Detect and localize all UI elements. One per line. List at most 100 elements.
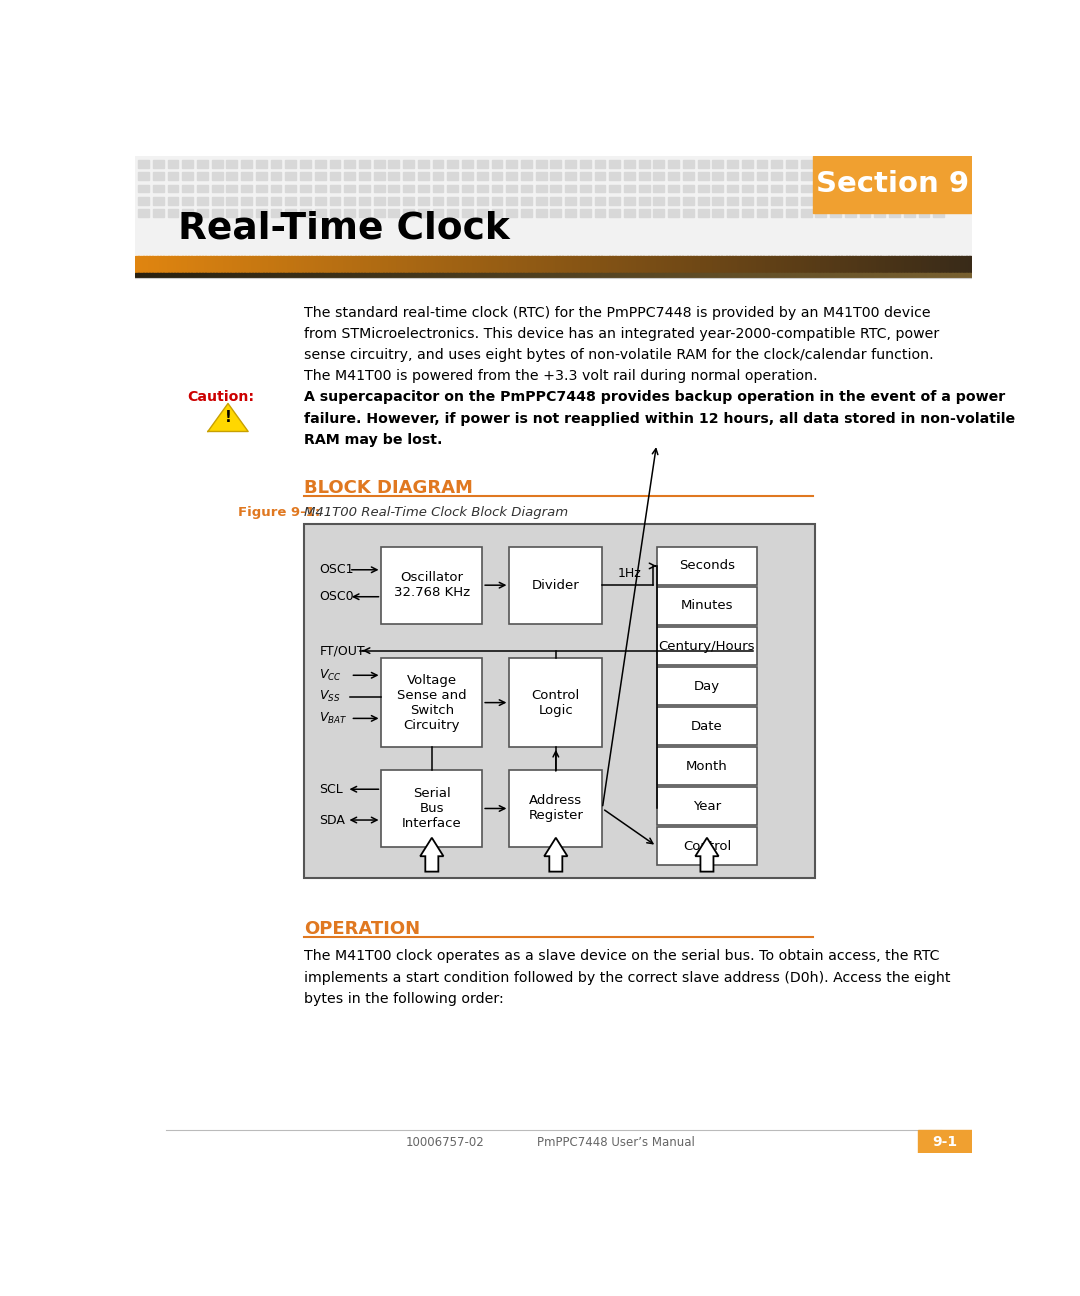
Bar [861,272,864,277]
Bar [241,255,244,272]
Bar [933,255,936,272]
Bar [727,172,738,180]
Bar [285,161,296,168]
Bar [300,161,311,168]
Bar [653,161,664,168]
Bar [713,210,724,218]
Bar [685,255,688,272]
Bar [389,272,392,277]
Bar [623,272,626,277]
Bar [542,255,545,272]
Bar [355,272,359,277]
Bar [135,255,138,272]
Bar [643,255,646,272]
Bar [713,172,724,180]
Bar [634,272,638,277]
Bar [860,172,870,180]
Bar [933,161,944,168]
Bar [507,197,517,205]
Bar [638,185,649,193]
Bar [154,272,158,277]
Bar [919,272,922,277]
Bar [500,272,504,277]
Bar [648,255,652,272]
Bar [211,255,214,272]
Bar [618,272,621,277]
Bar [433,210,444,218]
Bar [359,161,369,168]
Bar [889,197,900,205]
Bar [241,185,252,193]
Bar [933,197,944,205]
Bar [172,272,175,277]
Bar [336,272,339,277]
Bar [902,272,906,277]
Bar [345,161,355,168]
Bar [875,255,878,272]
Bar [801,255,806,272]
Bar [660,255,663,272]
Bar [325,272,328,277]
Text: A supercapacitor on the PmPPC7448 provides backup operation in the event of a po: A supercapacitor on the PmPPC7448 provid… [303,390,1015,447]
Bar [796,255,800,272]
Bar [653,210,664,218]
Bar [595,172,606,180]
Bar [327,255,332,272]
Bar [944,255,947,272]
Bar [704,272,707,277]
Bar [278,272,281,277]
Bar [757,197,768,205]
Bar [517,272,521,277]
Bar [392,272,395,277]
Bar [246,272,251,277]
Bar [904,172,915,180]
Bar [947,255,950,272]
Bar [433,172,444,180]
Bar [928,272,931,277]
Bar [891,272,894,277]
Bar [969,255,973,272]
Bar [352,255,356,272]
Bar [536,161,546,168]
Bar [205,255,208,272]
Bar [285,197,296,205]
Bar [800,210,811,218]
Bar [418,185,429,193]
Bar [491,210,502,218]
Bar [140,255,144,272]
Text: Year: Year [693,800,721,813]
Bar [963,272,968,277]
Bar [810,255,813,272]
Bar [918,172,930,180]
Bar [771,255,774,272]
Bar [389,172,400,180]
Bar [768,272,772,277]
Bar [212,197,222,205]
Bar [153,161,164,168]
Bar [397,272,401,277]
Bar [389,210,400,218]
Bar [868,272,873,277]
Bar [827,255,831,272]
Bar [433,255,437,272]
Bar [833,272,836,277]
Bar [808,272,811,277]
Bar [418,210,429,218]
Bar [507,172,517,180]
Bar [657,787,757,826]
Bar [183,210,193,218]
Bar [302,272,306,277]
Bar [824,255,827,272]
Bar [629,272,633,277]
Bar [536,185,546,193]
Bar [595,272,599,277]
Bar [757,255,760,272]
Bar [400,255,404,272]
Bar [163,255,166,272]
Bar [748,272,753,277]
Bar [197,210,207,218]
Bar [374,210,384,218]
Bar [579,272,582,277]
Bar [847,272,850,277]
Bar [227,210,238,218]
